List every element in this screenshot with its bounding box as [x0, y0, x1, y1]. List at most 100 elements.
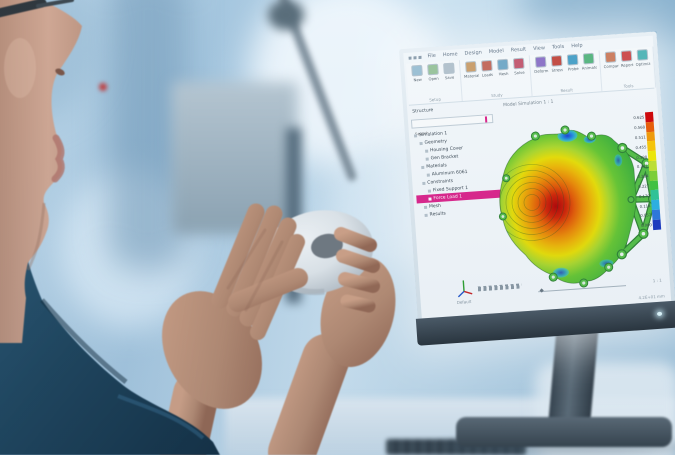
fea-model-graphic[interactable]	[478, 106, 662, 298]
tree-node-icon	[423, 205, 428, 209]
legend-swatch	[644, 111, 654, 123]
legend-value: 0.057	[640, 212, 652, 219]
ribbon-button-label: New	[413, 76, 422, 83]
ribbon-button-label: Probe	[567, 65, 579, 72]
eyeglasses-icon	[0, 0, 74, 18]
ribbon-group-setup: New Open Save	[406, 60, 463, 105]
ribbon-button[interactable]: Save	[441, 61, 457, 80]
legend-value: 0.227	[638, 183, 650, 189]
legend-swatch	[650, 189, 660, 201]
legend-value: 0.398	[636, 153, 648, 160]
tool-icon	[480, 59, 493, 72]
tool-icon	[620, 50, 633, 62]
ribbon-button[interactable]: Deform	[533, 55, 549, 74]
ribbon-button-label: Compare	[603, 63, 619, 70]
lamp-head	[268, 0, 304, 30]
tree-item-label: Geometry	[424, 138, 448, 146]
ribbon-button[interactable]: Probe	[565, 53, 581, 72]
legend-swatch	[647, 150, 657, 162]
power-led-icon	[656, 311, 663, 316]
tool-icon	[427, 63, 439, 76]
menu-tab[interactable]: View	[532, 45, 546, 52]
tool-icon	[582, 52, 595, 65]
tree-node-icon	[421, 165, 425, 169]
view-name-label: Default	[456, 298, 472, 305]
legend-swatch	[648, 160, 658, 171]
legend-swatch	[649, 180, 659, 191]
ribbon-button-label: Mesh	[498, 70, 509, 77]
ribbon-button[interactable]: Animate	[581, 52, 597, 71]
ribbon-group-label: Tools	[623, 83, 634, 89]
axis-triad-icon	[457, 280, 473, 298]
tree-node-icon	[427, 188, 432, 193]
legend-swatch	[646, 131, 656, 142]
tool-icon	[534, 56, 547, 68]
viewport-header: Model Simulation 1 : 1	[503, 99, 554, 109]
menu-tab[interactable]: Help	[571, 42, 583, 50]
tree-node-icon	[422, 181, 426, 185]
legend-value: 0.114	[639, 202, 651, 209]
monitor-stand-column	[547, 332, 599, 428]
menu-tab[interactable]: Tools	[551, 43, 565, 51]
tool-icon	[465, 61, 477, 73]
legend-value: 0.568	[633, 124, 646, 131]
tree-item-label: Materials	[426, 162, 448, 170]
menu-tab[interactable]: Result	[510, 46, 527, 54]
ribbon-button[interactable]: Compare	[603, 50, 619, 69]
tree-panel-title: Structure	[412, 108, 434, 115]
zoom-level-label: 1 : 1	[652, 277, 662, 284]
legend-value: 0.000	[640, 222, 653, 229]
cad-application-screen: File Home Design Model Result View Tools Help N…	[403, 35, 672, 319]
tree-node-icon	[425, 157, 429, 161]
legend-value: 0.511	[634, 134, 646, 141]
tree-item-label: Results	[429, 210, 446, 218]
tool-icon	[443, 62, 455, 75]
tool-icon	[550, 55, 563, 67]
legend-value: 0.455	[635, 144, 647, 150]
ribbon-button[interactable]: Stress	[549, 54, 565, 73]
ribbon-button-label: Loads	[481, 71, 494, 78]
ribbon-button-label: Material	[463, 72, 480, 79]
legend-value: 0.170	[638, 192, 650, 199]
ribbon-button-label: Solve	[514, 69, 525, 76]
ribbon-button[interactable]: New	[409, 64, 425, 83]
tree-item-label: Mesh	[428, 203, 442, 210]
menu-tab[interactable]: Home	[442, 51, 458, 59]
legend-value: 0.341	[636, 163, 648, 170]
legend-swatch	[651, 209, 661, 220]
tool-icon	[512, 57, 525, 70]
ribbon-group-label: Study	[490, 92, 503, 99]
tree-node-icon	[419, 141, 423, 145]
ribbon-group-label: Result	[560, 87, 574, 94]
ribbon-button[interactable]: Optimize	[635, 48, 651, 67]
ribbon-button-label: Animate	[581, 64, 597, 71]
status-text: 4.2E+01 mm	[638, 293, 666, 301]
ribbon-button[interactable]: Open	[425, 63, 441, 82]
tool-icon	[566, 53, 579, 66]
menu-tab[interactable]: Design	[464, 49, 483, 57]
menu-tab[interactable]: File	[427, 52, 437, 60]
tool-icon	[636, 49, 649, 61]
tree-node-icon	[425, 149, 429, 153]
tree-node-icon	[413, 133, 418, 138]
legend-swatch	[652, 219, 662, 230]
ribbon-button[interactable]: Material	[463, 60, 479, 79]
ribbon-button[interactable]: Solve	[511, 57, 527, 76]
ribbon-button[interactable]: Mesh	[495, 58, 511, 77]
ribbon-button[interactable]: Loads	[479, 59, 495, 78]
menu-tab[interactable]: Model	[488, 48, 504, 56]
tool-icon	[604, 51, 617, 63]
ribbon-group-tools: Compare Report Optimize	[599, 46, 657, 92]
ribbon-button-label: Optimize	[635, 60, 651, 67]
legend-swatch	[645, 121, 655, 132]
ribbon-button[interactable]: Report	[619, 49, 635, 68]
tree-node-icon	[426, 173, 430, 177]
ribbon-button-label: Save	[444, 74, 455, 81]
ribbon-button-label: Report	[620, 62, 634, 68]
monitor: File Home Design Model Result View Tools Help N…	[398, 31, 675, 346]
red-indicator-blur	[99, 83, 107, 91]
tree-node-icon	[424, 213, 428, 217]
ribbon-button-label: Deform	[534, 67, 549, 74]
tool-icon	[411, 64, 423, 77]
quick-access-icons[interactable]	[408, 55, 423, 60]
